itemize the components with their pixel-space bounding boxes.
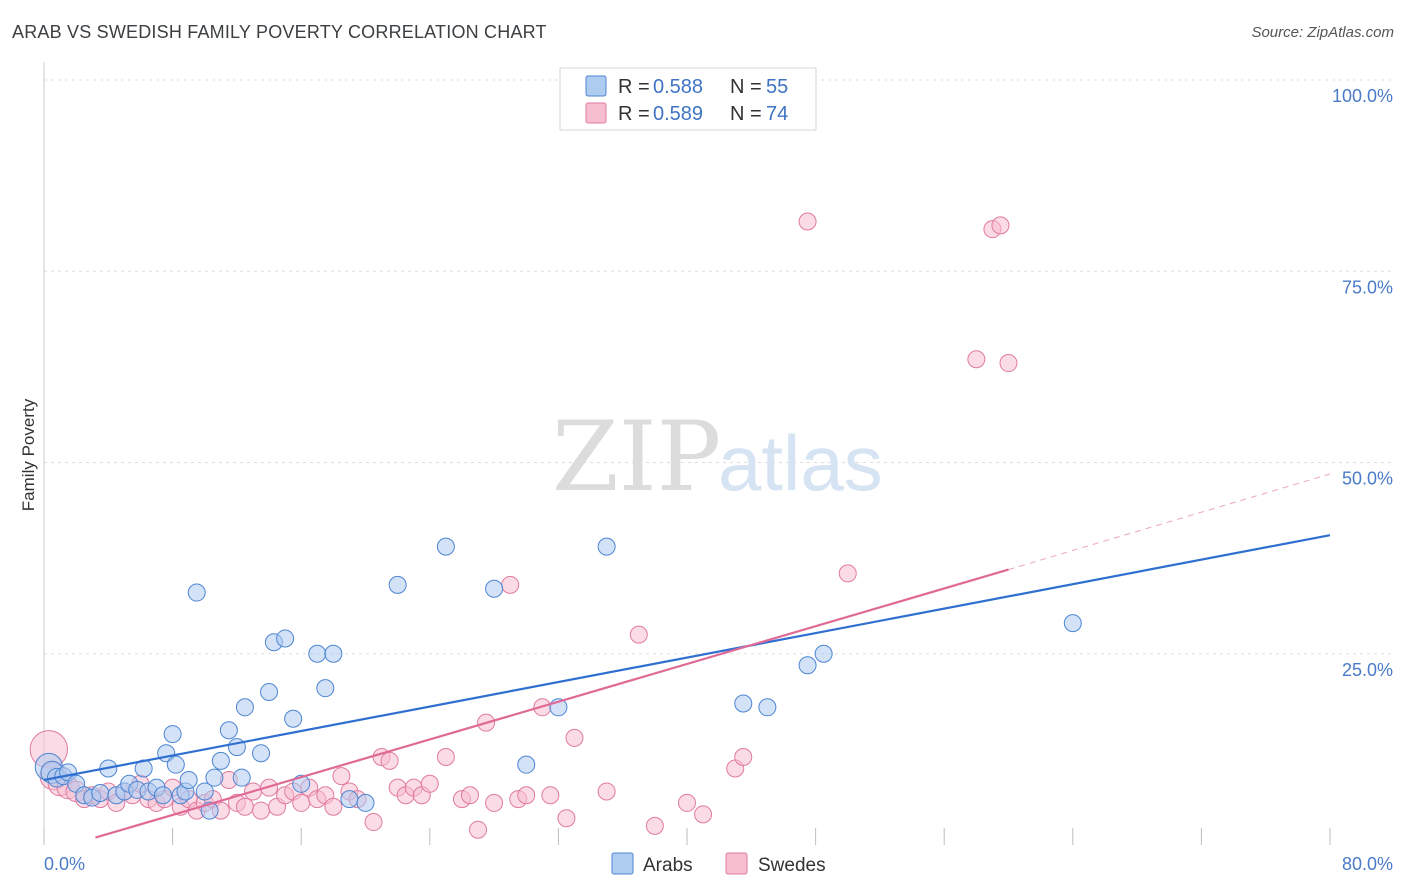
swede-point: [694, 805, 713, 824]
legend-r-label-1: R =: [618, 76, 650, 98]
arab-point: [153, 786, 172, 805]
y-tick-label: 50.0%: [1342, 469, 1393, 489]
swedes-points: [29, 212, 1018, 839]
arab-point: [166, 755, 185, 774]
arab-point: [232, 768, 251, 787]
swede-point: [734, 748, 753, 767]
arab-point: [276, 629, 295, 648]
watermark-zip: ZIP: [552, 401, 721, 513]
arab-point: [235, 698, 254, 717]
swede-point: [292, 793, 311, 812]
watermark-atlas: atlas: [718, 419, 883, 507]
swede-point: [485, 793, 504, 812]
arab-point: [340, 790, 359, 809]
swede-point: [597, 782, 616, 801]
swede-point: [999, 354, 1018, 373]
arab-point: [284, 709, 303, 728]
arabs-trend-line: [43, 534, 1331, 782]
arab-point: [308, 644, 327, 663]
swede-point: [541, 786, 560, 805]
watermark: ZIP atlas: [552, 401, 883, 513]
legend-r-value-2: 0.589: [653, 103, 703, 125]
chart-title: ARAB VS SWEDISH FAMILY POVERTY CORRELATI…: [12, 22, 547, 42]
legend-r-value-1: 0.588: [653, 76, 703, 98]
x-tick-label-max: 80.0%: [1342, 854, 1393, 874]
arab-point: [195, 782, 214, 801]
swede-point: [798, 212, 817, 231]
grid-layer: [44, 79, 1394, 655]
trend-layer: [43, 473, 1331, 839]
arab-point: [734, 694, 753, 713]
arab-point: [1063, 614, 1082, 633]
legend-n-label-2: N =: [730, 103, 762, 125]
arab-point: [205, 768, 224, 787]
legend-swatch-swedes: [585, 102, 607, 124]
series-legend-swatch-swedes: [725, 852, 748, 875]
arab-point: [517, 755, 536, 774]
x-tick-label-min: 0.0%: [44, 854, 85, 874]
arab-point: [814, 644, 833, 663]
legend-n-value-1: 55: [766, 76, 788, 98]
swede-point: [629, 625, 648, 644]
y-tick-label: 75.0%: [1342, 277, 1393, 297]
arab-point: [597, 537, 616, 556]
arab-point: [436, 537, 455, 556]
arab-point: [485, 579, 504, 598]
swede-point: [324, 797, 343, 816]
swede-point: [460, 786, 479, 805]
series-legend-swatch-arabs: [611, 852, 634, 875]
series-legend: Arabs Swedes: [611, 852, 826, 876]
swede-point: [436, 748, 455, 767]
y-tick-label: 100.0%: [1332, 86, 1393, 106]
arab-point: [798, 656, 817, 675]
arab-point: [163, 725, 182, 744]
swede-point: [235, 797, 254, 816]
swede-point: [678, 793, 696, 812]
swede-point: [420, 774, 439, 793]
source-label: Source: ZipAtlas.com: [1251, 24, 1394, 41]
correlation-legend: R = 0.588 N = 55 R = 0.589 N = 74: [559, 67, 817, 131]
arab-point: [211, 751, 230, 770]
arab-point: [316, 679, 335, 698]
swede-point: [380, 751, 399, 770]
swedes-trend-extension: [1008, 473, 1331, 571]
legend-n-value-2: 74: [766, 103, 788, 125]
arab-point: [179, 770, 198, 789]
swede-point: [517, 786, 536, 805]
arab-point: [324, 644, 343, 663]
swede-point: [364, 813, 383, 832]
arab-point: [388, 575, 407, 594]
swede-point: [967, 350, 986, 369]
swede-point: [565, 728, 584, 747]
arab-point: [219, 721, 238, 740]
legend-n-label-1: N =: [730, 76, 762, 98]
y-tick-label: 25.0%: [1342, 660, 1393, 680]
arab-point: [356, 793, 375, 812]
swede-point: [991, 216, 1010, 235]
y-axis-label: Family Poverty: [19, 398, 38, 511]
swedes-trend-line: [95, 568, 1009, 839]
legend-r-label-2: R =: [618, 103, 650, 125]
arab-point: [252, 744, 271, 763]
series-legend-label-arabs: Arabs: [643, 855, 693, 876]
swede-point: [332, 767, 351, 786]
legend-swatch-arabs: [585, 75, 607, 97]
arab-point: [91, 783, 110, 802]
axis-layer: 25.0% 50.0% 75.0% 100.0% 0.0% 80.0%: [43, 62, 1393, 874]
swede-point: [557, 809, 576, 828]
swede-point: [252, 801, 271, 820]
swede-point: [645, 816, 664, 835]
arab-point: [187, 583, 206, 602]
swede-point: [838, 564, 857, 583]
swede-point: [469, 820, 488, 839]
arab-point: [260, 683, 279, 701]
swede-point: [501, 575, 520, 594]
series-legend-label-swedes: Swedes: [758, 855, 826, 876]
arab-point: [758, 698, 777, 717]
arabs-points: [34, 537, 1082, 820]
